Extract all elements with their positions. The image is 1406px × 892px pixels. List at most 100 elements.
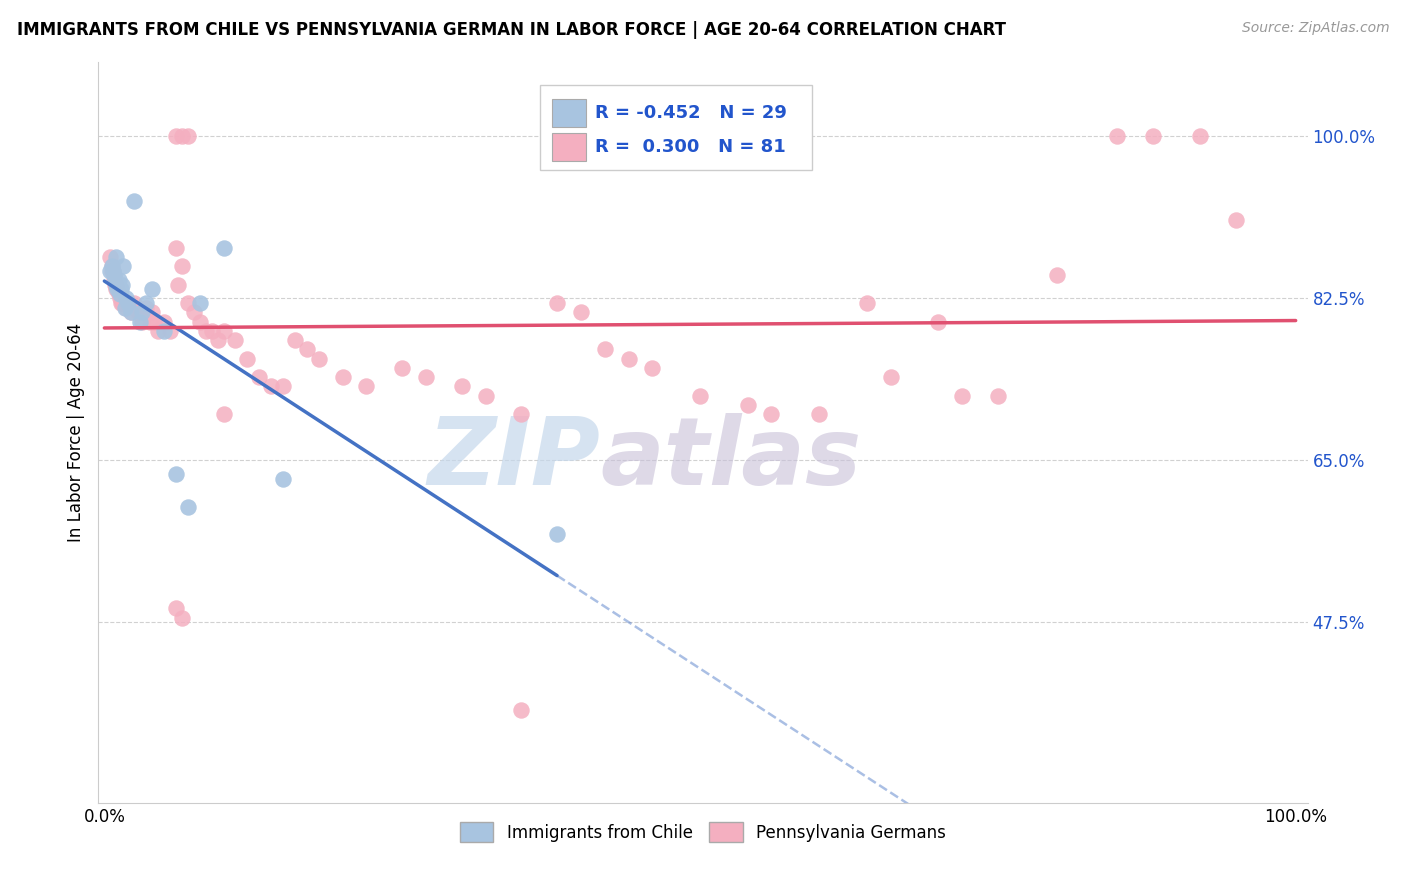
Point (188, 315, 211, 329)
Point (114, 296, 136, 310)
Point (177, 500, 200, 514)
Point (153, 315, 176, 329)
Point (114, 301, 136, 315)
FancyBboxPatch shape (551, 133, 586, 161)
Point (510, 703, 533, 717)
FancyBboxPatch shape (551, 99, 586, 127)
Point (170, 259, 193, 273)
Point (98, 263, 121, 277)
Point (117, 296, 139, 310)
Point (104, 273, 127, 287)
Text: R = -0.452   N = 29: R = -0.452 N = 29 (595, 103, 787, 122)
Point (188, 296, 211, 310)
Point (101, 263, 124, 277)
Point (141, 305, 163, 319)
Point (927, 315, 949, 329)
Point (107, 282, 129, 296)
Point (617, 351, 640, 366)
Point (117, 296, 139, 310)
Point (1225, 212, 1247, 227)
Point (165, 601, 187, 615)
Point (167, 277, 190, 292)
Point (105, 277, 128, 292)
Point (129, 315, 152, 329)
Point (143, 315, 166, 329)
Point (1046, 268, 1069, 283)
Point (135, 296, 157, 310)
Point (100, 259, 122, 273)
Point (641, 360, 664, 375)
Point (271, 379, 294, 393)
Point (450, 379, 472, 393)
Y-axis label: In Labor Force | Age 20-64: In Labor Force | Age 20-64 (66, 323, 84, 542)
Text: atlas: atlas (600, 412, 862, 505)
Point (103, 273, 125, 287)
Point (107, 273, 129, 287)
Point (170, 129, 193, 144)
Point (105, 282, 128, 296)
Point (110, 296, 132, 310)
Point (356, 379, 378, 393)
Point (207, 333, 229, 347)
Point (165, 467, 187, 482)
Point (194, 324, 217, 338)
Point (103, 268, 125, 283)
Point (856, 296, 879, 310)
Point (224, 333, 246, 347)
Point (236, 351, 259, 366)
Point (110, 282, 132, 296)
Point (122, 296, 145, 310)
Point (165, 129, 187, 144)
Point (546, 296, 568, 310)
FancyBboxPatch shape (540, 85, 811, 169)
Point (107, 286, 129, 301)
Point (247, 370, 270, 384)
Point (1105, 129, 1128, 144)
Point (135, 301, 157, 315)
Point (159, 324, 181, 338)
Point (391, 360, 413, 375)
Point (1142, 129, 1164, 144)
Point (510, 407, 533, 421)
Point (108, 286, 131, 301)
Legend: Immigrants from Chile, Pennsylvania Germans: Immigrants from Chile, Pennsylvania Germ… (451, 814, 955, 850)
Point (104, 277, 127, 292)
Point (689, 389, 711, 403)
Point (131, 305, 153, 319)
Point (112, 259, 135, 273)
Point (138, 315, 160, 329)
Point (212, 407, 235, 421)
Point (141, 282, 163, 296)
Point (101, 263, 124, 277)
Point (260, 379, 283, 393)
Point (950, 389, 973, 403)
Point (105, 277, 128, 292)
Point (271, 472, 294, 486)
Point (108, 292, 131, 306)
Point (332, 370, 354, 384)
Point (153, 324, 176, 338)
Point (100, 259, 122, 273)
Point (127, 305, 149, 319)
Point (808, 407, 831, 421)
Point (177, 129, 200, 144)
Point (105, 250, 128, 264)
Point (131, 315, 153, 329)
Text: R =  0.300   N = 81: R = 0.300 N = 81 (595, 138, 786, 156)
Point (98, 250, 121, 264)
Point (129, 305, 152, 319)
Point (212, 240, 235, 255)
Point (546, 527, 568, 541)
Point (879, 370, 901, 384)
Point (474, 389, 496, 403)
Point (295, 343, 318, 357)
Point (111, 296, 134, 310)
Text: Source: ZipAtlas.com: Source: ZipAtlas.com (1241, 21, 1389, 35)
Point (120, 305, 142, 319)
Point (308, 351, 330, 366)
Point (146, 324, 169, 338)
Point (987, 389, 1010, 403)
Point (122, 194, 145, 209)
Point (165, 240, 187, 255)
Text: IMMIGRANTS FROM CHILE VS PENNSYLVANIA GERMAN IN LABOR FORCE | AGE 20-64 CORRELAT: IMMIGRANTS FROM CHILE VS PENNSYLVANIA GE… (17, 21, 1005, 38)
